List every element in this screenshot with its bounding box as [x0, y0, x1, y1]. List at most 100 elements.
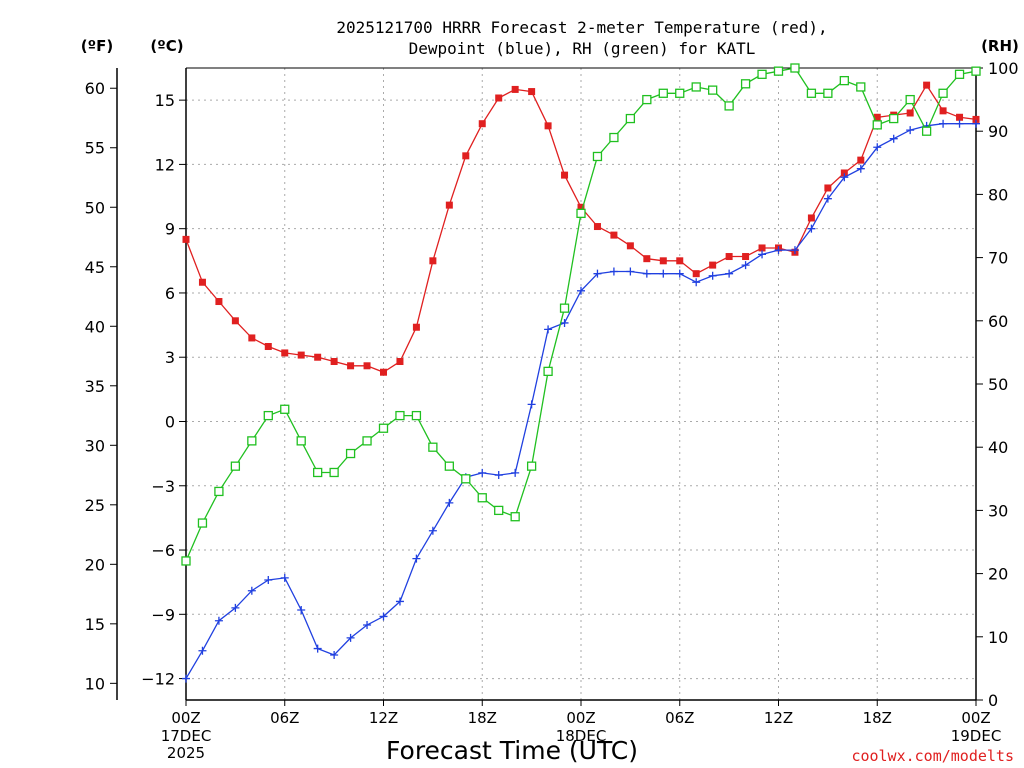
fahrenheit-tick-label: 10 — [85, 674, 105, 693]
celsius-tick-label: 3 — [165, 348, 175, 367]
temperature-point — [692, 270, 700, 278]
dewpoint-point — [297, 606, 306, 615]
dewpoint-point — [560, 318, 569, 327]
rh-point — [708, 85, 718, 95]
rh-point — [658, 88, 668, 98]
dewpoint-point — [428, 526, 437, 535]
rh-point — [773, 66, 784, 76]
rh-point — [823, 88, 833, 98]
rh-point — [263, 410, 273, 421]
rh-point — [609, 132, 619, 143]
dewpoint-point — [906, 126, 915, 135]
celsius-tick-label: −6 — [151, 541, 175, 560]
temperature-point — [873, 113, 881, 121]
rh-tick-label: 50 — [988, 375, 1008, 394]
dewpoint-point — [577, 286, 585, 295]
rh-point — [625, 113, 636, 124]
rh-point — [921, 126, 932, 136]
chart-title-line2: Dewpoint (blue), RH (green) for KATL — [409, 39, 756, 58]
temperature-point — [939, 107, 947, 115]
rh-point — [642, 94, 652, 105]
temperature-point — [676, 257, 684, 265]
rh-point — [230, 461, 241, 471]
dewpoint-point — [511, 468, 520, 477]
x-tick-label: 06Z — [665, 709, 694, 727]
rh-point — [740, 79, 751, 89]
dewpoint-point — [840, 173, 849, 182]
temperature-point — [182, 235, 190, 243]
dewpoint-point — [363, 621, 372, 630]
rh-point — [757, 69, 767, 79]
dewpoint-point — [790, 246, 799, 255]
dewpoint-point — [692, 278, 701, 287]
credit-label: coolwx.com/modelts — [851, 747, 1014, 765]
dewpoint-point — [725, 269, 734, 278]
dewpoint-point — [379, 612, 388, 621]
temperature-point — [511, 85, 519, 93]
series-rh — [181, 63, 981, 566]
fahrenheit-tick-label: 20 — [85, 555, 105, 574]
rh-point — [247, 436, 257, 446]
fahrenheit-tick-label: 60 — [85, 79, 105, 98]
temperature-point — [412, 323, 420, 331]
temperature-point — [396, 358, 404, 366]
rh-point — [494, 505, 504, 516]
temperature-point — [742, 253, 750, 261]
temperature-point — [429, 257, 437, 265]
dewpoint-point — [626, 267, 635, 276]
x-tick-label: 18Z — [468, 709, 497, 727]
temperature-point — [561, 171, 569, 179]
dewpoint-point — [856, 164, 865, 173]
x-tick-sublabel: 19DEC — [951, 727, 1002, 745]
rh-point — [905, 94, 915, 105]
rh-point — [181, 556, 191, 566]
rh-point — [510, 512, 520, 522]
rh-point — [806, 88, 817, 98]
rh-point — [675, 88, 685, 98]
dewpoint-point — [527, 400, 536, 409]
rh-point — [592, 151, 603, 162]
data-series — [181, 63, 981, 683]
rh-point — [395, 410, 405, 421]
temperature-point — [758, 244, 766, 252]
dewpoint-point — [774, 246, 783, 255]
rh-point — [872, 120, 882, 130]
rh-tick-label: 10 — [988, 628, 1008, 647]
fahrenheit-tick-label: 55 — [85, 139, 105, 158]
chart-title-line1: 2025121700 HRRR Forecast 2-meter Tempera… — [336, 18, 827, 37]
x-tick-sublabel: 17DEC — [161, 727, 212, 745]
rh-point — [790, 63, 800, 73]
x-tick-sublabel: 18DEC — [556, 727, 607, 745]
rh-point — [345, 448, 356, 459]
dewpoint-point — [395, 597, 404, 606]
dewpoint-point — [758, 250, 767, 259]
temperature-point — [528, 88, 536, 96]
dewpoint-point — [544, 325, 553, 334]
rh-point — [526, 461, 537, 471]
temperature-point — [626, 242, 634, 250]
temperature-point — [544, 122, 552, 130]
rh-tick-label: 0 — [988, 691, 998, 710]
dewpoint-point — [823, 194, 832, 203]
temperature-point — [297, 351, 305, 359]
temperature-point — [840, 169, 848, 177]
temperature-point — [347, 362, 355, 370]
dewpoint-point — [330, 651, 339, 660]
rh-point — [576, 208, 586, 219]
temperature-point — [593, 223, 601, 231]
rh-tick-label: 40 — [988, 438, 1008, 457]
celsius-tick-label: −9 — [151, 605, 175, 624]
x-tick-label: 00Z — [171, 709, 200, 727]
x-tick-label: 06Z — [270, 709, 299, 727]
dewpoint-point — [593, 269, 602, 278]
celsius-tick-label: 0 — [165, 412, 175, 431]
rh-point — [362, 436, 372, 446]
dewpoint-point — [955, 119, 964, 128]
temperature-point — [857, 156, 865, 164]
dewpoint-point — [247, 586, 256, 595]
rh-tick-label: 60 — [988, 312, 1008, 331]
rh-point — [329, 467, 339, 478]
temperature-point — [577, 203, 585, 211]
dewpoint-point — [182, 674, 190, 683]
